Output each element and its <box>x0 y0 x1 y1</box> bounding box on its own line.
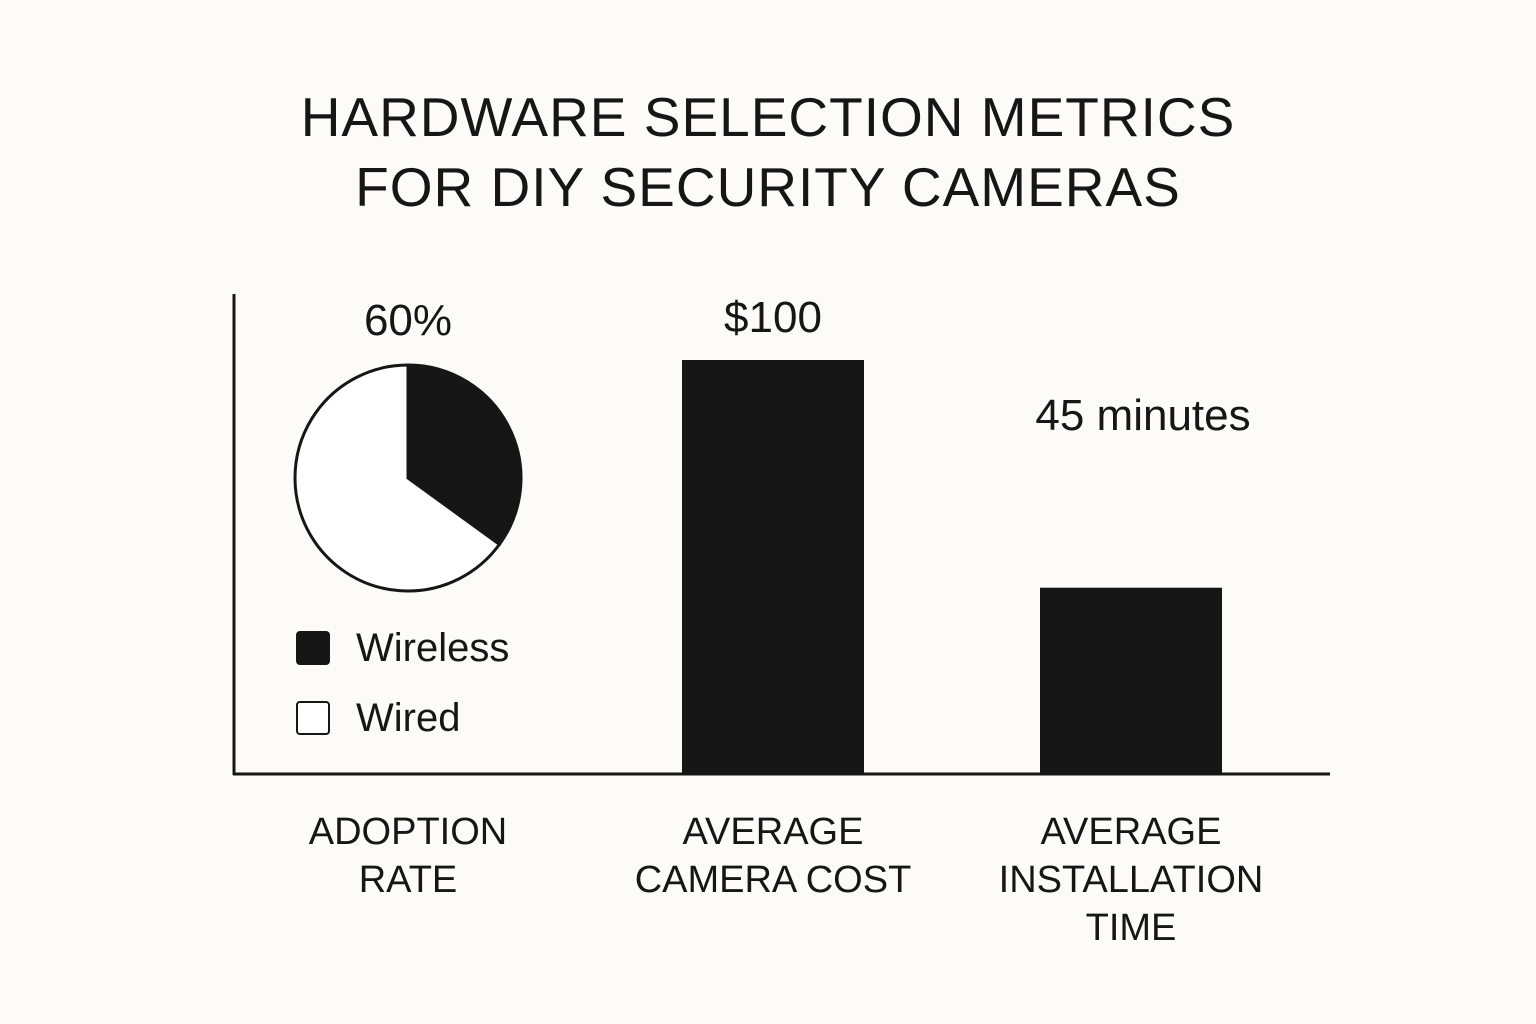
legend-label-wired: Wired <box>356 695 461 740</box>
pie-slice-wireless <box>406 363 523 547</box>
legend-item-wireless: Wireless <box>296 625 510 670</box>
bar-installation-time <box>1040 587 1222 774</box>
x-label-camera-cost: AVERAGE CAMERA COST <box>634 811 912 901</box>
legend-label-wireless: Wireless <box>356 625 510 670</box>
legend-item-wired: Wired <box>296 695 461 740</box>
adoption-pie <box>293 363 523 593</box>
bar-value-label-cost: $100 <box>724 293 822 342</box>
x-label-installation-time: AVERAGE INSTALLATION TIME <box>998 811 1264 949</box>
chart-title-line-1: HARDWARE SELECTION METRICS <box>300 86 1236 148</box>
pie-value-label: 60% <box>363 296 453 345</box>
bar-camera-cost <box>682 360 864 774</box>
legend-swatch-wireless <box>296 631 330 665</box>
bars-group <box>682 360 1222 774</box>
chart-title: HARDWARE SELECTION METRICS FOR DIY SECUR… <box>0 82 1536 222</box>
chart-title-line-2: FOR DIY SECURITY CAMERAS <box>355 156 1181 218</box>
legend-swatch-wired <box>296 701 330 735</box>
bar-value-label-time: 45 minutes <box>1035 391 1251 440</box>
x-label-adoption-rate: ADOPTION RATE <box>308 811 508 901</box>
pie-slice-wired <box>293 363 502 593</box>
